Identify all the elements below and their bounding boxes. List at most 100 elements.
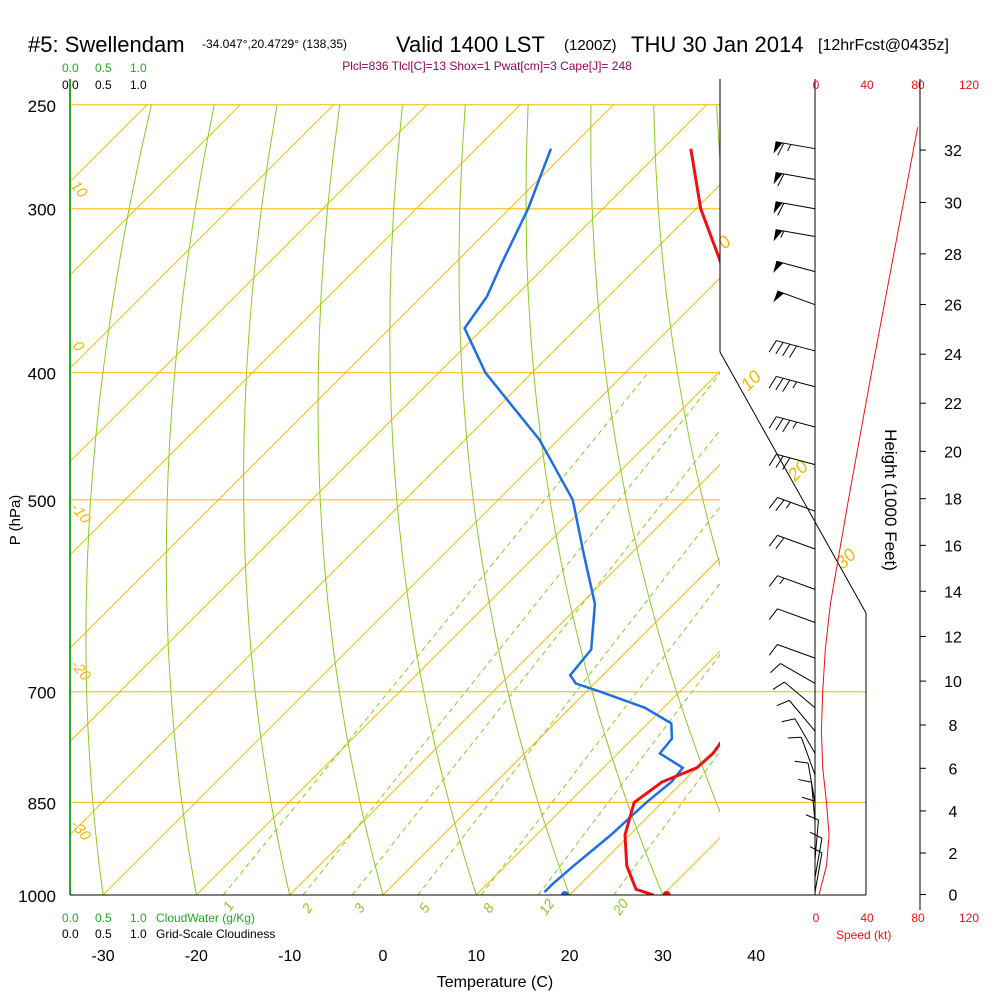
y-axis-title: P (hPa)	[7, 495, 24, 546]
mixing-ratio-20	[613, 750, 720, 895]
wind-barb-335	[773, 260, 816, 273]
pressure-tick-300: 300	[28, 201, 56, 220]
mixing-ratio-label-12: 12	[535, 896, 557, 918]
wind-barb-660	[768, 644, 816, 659]
adiabat-20	[458, 104, 571, 895]
cloudwater-tick-top-1: 0.5	[95, 61, 112, 75]
height-tick-0: 0	[949, 888, 958, 905]
wind-barb-355	[773, 290, 816, 306]
wind-barb-690	[770, 663, 816, 684]
wind-barb-810	[787, 736, 816, 776]
isotherm--100	[70, 104, 241, 276]
speed-tick-bottom-40: 40	[860, 911, 874, 925]
height-tick-4: 4	[949, 804, 958, 821]
wind-barb-880	[798, 778, 816, 823]
isotherm-label-right-20: 20	[783, 457, 812, 486]
station-coords: -34.047°,20.4729° (138,35)	[202, 37, 347, 51]
height-tick-28: 28	[944, 247, 962, 264]
height-tick-26: 26	[944, 297, 962, 314]
height-tick-30: 30	[944, 195, 962, 212]
cloudwater-tick-bottom-2: 1.0	[130, 911, 147, 925]
cloudiness-tick-bottom-2: 1.0	[130, 927, 147, 941]
height-tick-8: 8	[949, 718, 958, 735]
adiabat--20	[165, 104, 215, 895]
zulu-time: (1200Z)	[564, 37, 617, 54]
mixing-ratio-label-5: 5	[415, 900, 433, 916]
isotherm-40	[756, 105, 1000, 895]
wind-barb-585	[768, 575, 816, 590]
height-tick-6: 6	[949, 761, 958, 778]
mixing-ratio-3	[351, 429, 720, 895]
temperature-line	[623, 148, 720, 895]
header: #5: Swellendam -34.047°,20.4729° (138,35…	[28, 32, 949, 73]
mixing-ratio-label-8: 8	[479, 900, 497, 916]
wind-barb-315	[773, 229, 816, 242]
isotherm-0	[382, 557, 720, 895]
wind-barb-780	[781, 718, 816, 754]
adiabat-100	[968, 105, 1000, 895]
wind-barb-995	[809, 846, 823, 893]
cloudwater-tick-bottom-0: 0.0	[62, 911, 79, 925]
mixing-ratio-label-20: 20	[609, 896, 632, 919]
temperature-tick--20: -20	[185, 948, 208, 965]
wind-speed-line	[818, 127, 919, 896]
height-tick-20: 20	[944, 444, 962, 461]
isotherm-50	[850, 105, 1000, 895]
wind-barb-620	[768, 608, 816, 623]
temperature-tick--10: -10	[278, 948, 301, 965]
height-tick-14: 14	[944, 584, 962, 601]
mixing-ratio-labels: 1 2 3 5 8 12 20	[219, 896, 631, 919]
wind-barb-940	[805, 814, 819, 860]
temperature-tick--30: -30	[92, 948, 115, 965]
adiabat-30	[525, 104, 664, 895]
pressure-tick-labels: 250 300 400 500 700 850 1000	[18, 97, 56, 906]
temperature-tick-40: 40	[747, 948, 765, 965]
forecast-label: [12hrFcst@0435z]	[818, 37, 949, 54]
isotherm-label-left-4: -30	[67, 817, 94, 845]
dry-adiabat-lines	[85, 104, 1000, 895]
height-tick-16: 16	[944, 538, 962, 555]
isotherm--90	[70, 104, 334, 370]
temperature-tick-labels: -30 -20 -10 0 10 20 30 40	[92, 948, 766, 965]
isotherm-labels: 10 0 -10 -20 -30 0 10 20 30	[67, 178, 860, 845]
height-tick-32: 32	[944, 143, 962, 160]
isobar-lines	[70, 104, 866, 896]
isotherm-label-right-10: 10	[737, 367, 765, 395]
pressure-tick-850: 850	[28, 794, 56, 813]
temperature-tick-20: 20	[561, 948, 579, 965]
height-tick-2: 2	[949, 846, 958, 863]
mixing-ratio-lines	[222, 372, 720, 895]
adiabat-0	[317, 104, 384, 895]
surface-temperature-point	[662, 891, 671, 895]
mixing-ratio-label-2: 2	[298, 900, 316, 917]
height-tick-12: 12	[944, 630, 962, 647]
wind-barb-510	[768, 497, 816, 512]
dewpoint-line	[463, 148, 685, 893]
cloudwater-tick-top-0: 0.0	[62, 61, 79, 75]
height-tick-18: 18	[944, 492, 962, 509]
speed-tick-bottom-120: 120	[959, 911, 979, 925]
cloudwater-tick-bottom-1: 0.5	[95, 911, 112, 925]
mixing-ratio-12	[537, 653, 720, 895]
valid-date: THU 30 Jan 2014	[631, 32, 803, 57]
mixing-ratio-2	[302, 372, 720, 895]
height-tick-24: 24	[944, 347, 962, 364]
station-title: #5: Swellendam	[28, 32, 185, 57]
cloudiness-tick-bottom-0: 0.0	[62, 927, 79, 941]
wind-panel: 0 40 80 120 0 40 80 120 Speed (kt)	[719, 78, 979, 942]
pressure-tick-250: 250	[28, 97, 56, 116]
isotherm--80	[70, 104, 428, 463]
speed-axis-label: Speed (kt)	[836, 928, 891, 942]
cloudiness-tick-bottom-1: 0.5	[95, 927, 112, 941]
wind-barb-385	[768, 340, 816, 358]
adiabat-60	[716, 104, 720, 166]
wind-barbs	[768, 141, 823, 893]
wind-barb-720	[772, 681, 816, 709]
speed-tick-top-40: 40	[860, 78, 874, 92]
temperature-tick-0: 0	[379, 948, 388, 965]
adiabat--10	[243, 104, 291, 895]
isotherm-label-left-3: -20	[67, 657, 94, 685]
pressure-tick-400: 400	[28, 365, 56, 384]
wind-barb-750	[776, 699, 816, 732]
